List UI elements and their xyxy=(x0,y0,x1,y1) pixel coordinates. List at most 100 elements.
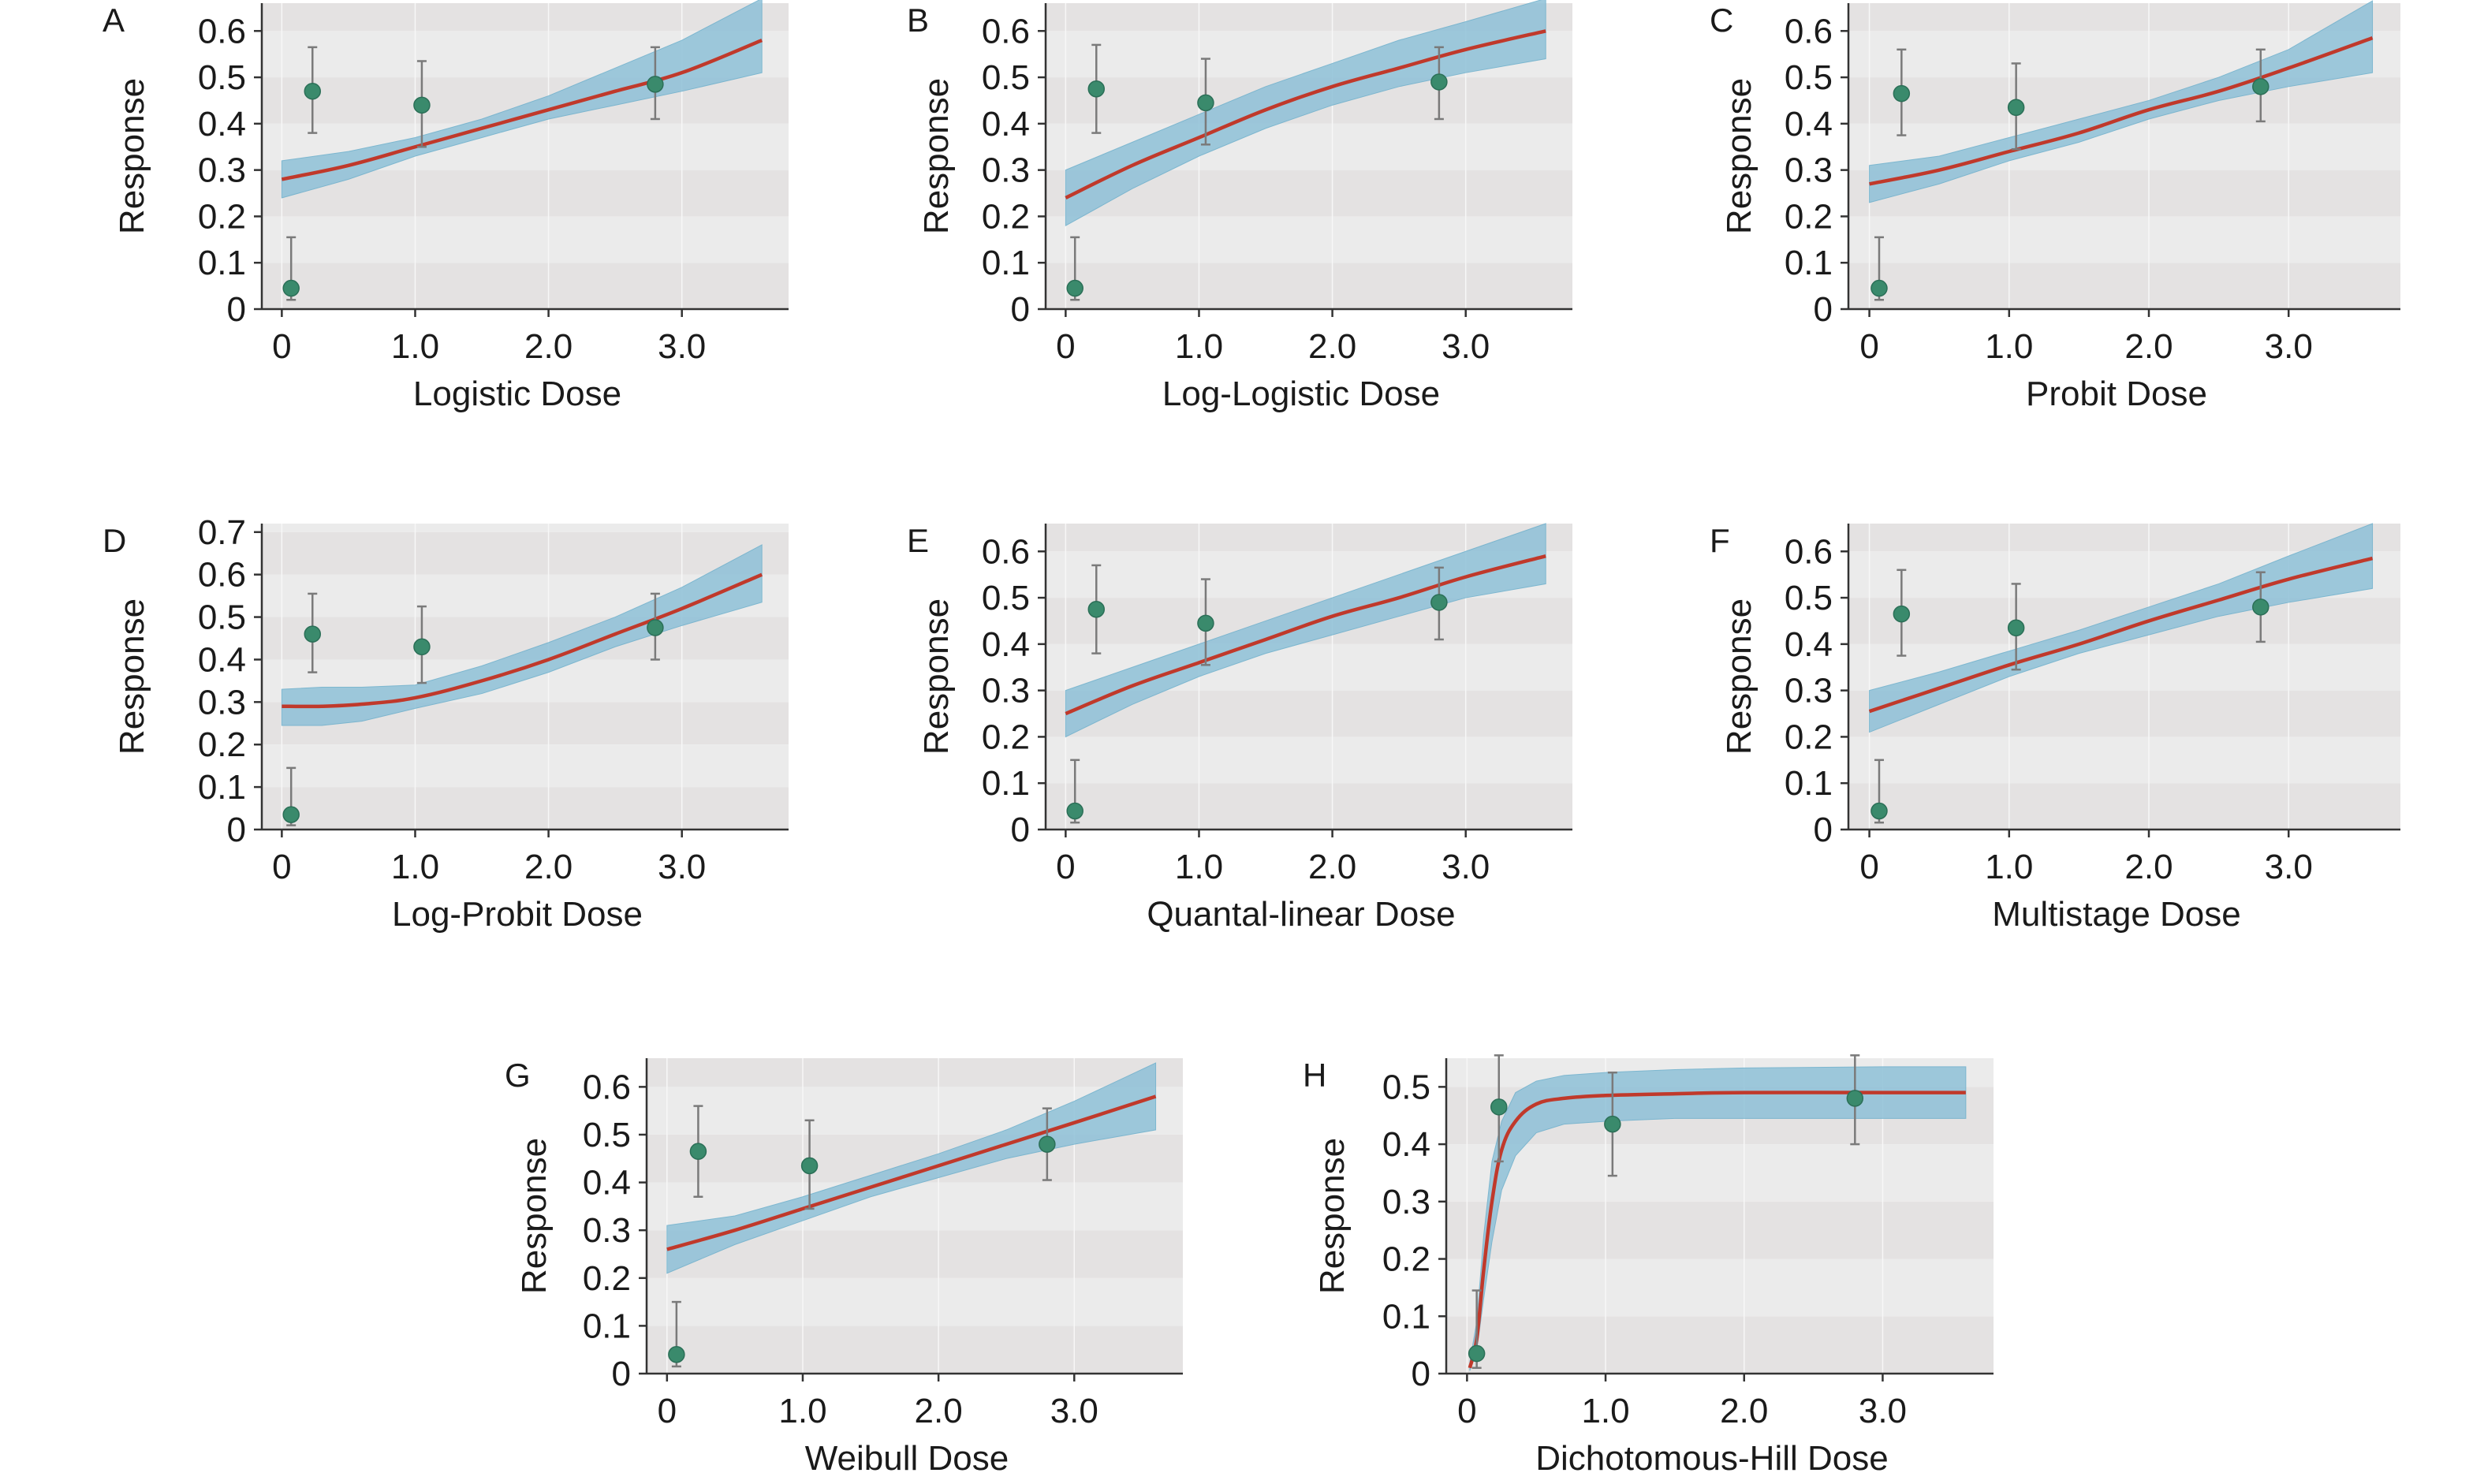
x-tick-label: 1.0 xyxy=(1175,848,1223,886)
data-point xyxy=(1870,279,1888,297)
chart-panel-b: 0 0.1 0.2 0.3 0.4 0.5 0.6 0 1.0 2.0 3.0Log-Logisti… xyxy=(907,0,1572,413)
y-tick-label: 0.6 xyxy=(198,556,246,595)
data-point xyxy=(282,806,300,823)
x-tick-label: 0 xyxy=(1859,327,1878,366)
x-tick-label: 3.0 xyxy=(1442,848,1490,886)
plot-background-band xyxy=(1046,263,1572,309)
panel-letter: B xyxy=(907,2,929,39)
y-tick-label: 0.1 xyxy=(198,768,246,807)
plot-background-band xyxy=(1046,216,1572,263)
y-axis-label: Response xyxy=(113,598,151,755)
x-tick-label: 0 xyxy=(1457,1392,1476,1430)
data-point xyxy=(1066,279,1083,297)
data-point xyxy=(1893,84,1911,103)
x-tick-label: 0 xyxy=(1056,848,1075,886)
y-tick-label: 0.4 xyxy=(982,105,1030,144)
x-tick-label: 1.0 xyxy=(1985,327,2033,366)
plot-background-band xyxy=(262,263,789,309)
y-tick-label: 0.1 xyxy=(982,244,1030,282)
panel-letter: F xyxy=(1710,522,1730,559)
x-tick-label: 1.0 xyxy=(1175,327,1223,366)
y-tick-label: 0.5 xyxy=(982,58,1030,97)
chart-panel-e: 0 0.1 0.2 0.3 0.4 0.5 0.6 0 1.0 2.0 3.0 Quantal-lin… xyxy=(907,522,1572,934)
fitted-curve xyxy=(281,38,763,181)
data-point xyxy=(1066,802,1083,820)
plot-background-band xyxy=(1446,1258,1994,1317)
plot-background-band xyxy=(1848,783,2400,830)
x-tick-label: 0 xyxy=(1859,848,1878,886)
y-tick-label: 0.5 xyxy=(1382,1068,1430,1106)
y-tick-label: 0.6 xyxy=(1785,12,1833,50)
y-tick-label: 0.1 xyxy=(982,764,1030,803)
chart-panel-c: 0 0.1 0.2 0.3 0.4 0.5 0.6 0 1.0 2.0 3.0 Probit Dose… xyxy=(1710,0,2400,413)
confidence-band xyxy=(1869,0,2374,203)
x-axis-label: Quantal-linear Dose xyxy=(1147,895,1455,934)
fitted-curve xyxy=(1869,35,2374,186)
x-tick-label: 3.0 xyxy=(1050,1392,1098,1430)
fitted-curve xyxy=(1868,556,2374,714)
y-tick-label: 0.1 xyxy=(583,1307,631,1345)
y-tick-label: 0.5 xyxy=(1785,58,1833,97)
y-tick-label: 0 xyxy=(227,290,246,329)
data-point xyxy=(1430,73,1448,91)
data-point xyxy=(1039,1135,1056,1153)
y-tick-label: 0.5 xyxy=(198,598,246,637)
y-tick-label: 0.1 xyxy=(1785,244,1833,282)
y-tick-label: 0.2 xyxy=(982,197,1030,236)
plot-background-band xyxy=(1848,524,2400,552)
data-point xyxy=(304,625,322,643)
y-axis-label: Response xyxy=(1313,1138,1352,1294)
y-tick-label: 0.4 xyxy=(198,640,246,679)
x-tick-label: 1.0 xyxy=(1581,1392,1629,1430)
plot-background-band xyxy=(1446,1316,1994,1374)
data-point xyxy=(1197,614,1214,632)
panel-letter: A xyxy=(103,2,125,39)
y-axis-label: Response xyxy=(917,598,956,755)
y-tick-label: 0.6 xyxy=(982,532,1030,571)
y-tick-label: 0.4 xyxy=(198,105,246,144)
x-axis-label: Log-Probit Dose xyxy=(392,895,643,934)
y-tick-label: 0.2 xyxy=(982,718,1030,756)
plot-background-band xyxy=(1446,1201,1994,1259)
x-tick-label: 0 xyxy=(658,1392,677,1430)
x-axis-label: Dichotomous-Hill Dose xyxy=(1535,1439,1888,1478)
data-point xyxy=(2007,619,2025,637)
data-point xyxy=(1893,605,1911,623)
plot-background-band xyxy=(262,787,789,830)
data-point xyxy=(1846,1090,1864,1107)
y-tick-label: 0.1 xyxy=(198,244,246,282)
confidence-band xyxy=(666,1062,1157,1274)
y-tick-label: 0.3 xyxy=(982,151,1030,190)
panel-letter: D xyxy=(103,522,126,559)
y-tick-label: 0.1 xyxy=(1382,1297,1430,1336)
data-point xyxy=(1087,601,1106,618)
confidence-band xyxy=(1869,523,2374,733)
confidence-band xyxy=(1065,523,1546,738)
data-point xyxy=(1087,80,1106,98)
x-axis-label: Log-Logistic Dose xyxy=(1162,375,1440,413)
y-tick-label: 0.3 xyxy=(1785,672,1833,710)
panel-letter: E xyxy=(907,522,929,559)
y-tick-label: 0.2 xyxy=(1785,197,1833,236)
x-tick-label: 2.0 xyxy=(1308,327,1356,366)
fitted-curve xyxy=(666,1094,1157,1251)
y-tick-label: 0.4 xyxy=(1382,1125,1430,1164)
x-axis-label: Multistage Dose xyxy=(1992,895,2240,934)
x-tick-label: 2.0 xyxy=(2124,848,2173,886)
plot-background-band xyxy=(647,1277,1183,1326)
y-tick-label: 0.2 xyxy=(1382,1240,1430,1279)
data-point xyxy=(1870,802,1888,820)
data-point xyxy=(1430,594,1448,611)
x-tick-label: 0 xyxy=(1056,327,1075,366)
plot-background-band xyxy=(262,3,789,32)
plot-background-band xyxy=(1848,216,2400,263)
data-point xyxy=(304,82,322,100)
y-tick-label: 0.4 xyxy=(583,1164,631,1202)
plot-background-band xyxy=(1848,736,2400,784)
y-tick-label: 0 xyxy=(612,1355,631,1393)
fitted-curve xyxy=(282,572,763,709)
y-tick-label: 0 xyxy=(227,811,246,849)
data-point xyxy=(1197,94,1214,112)
x-axis-label: Weibull Dose xyxy=(805,1439,1009,1478)
